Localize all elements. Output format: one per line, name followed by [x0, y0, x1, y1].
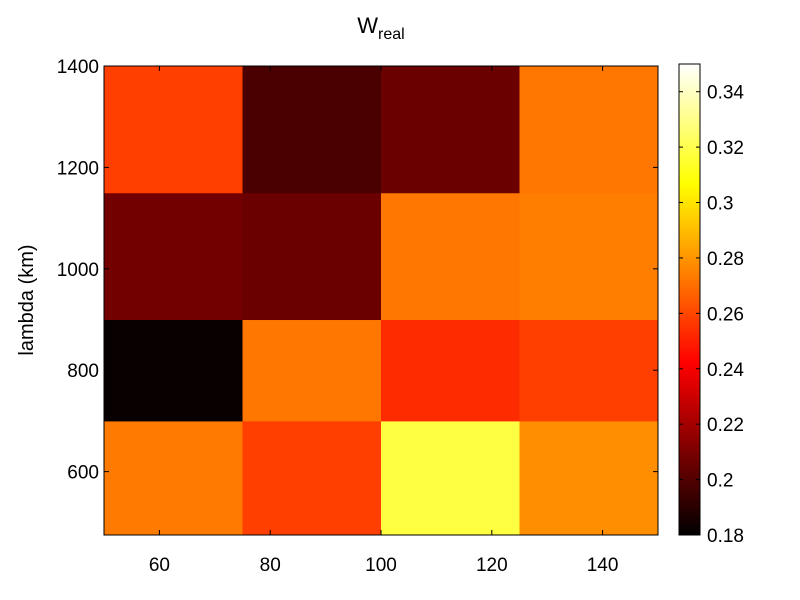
colorbar-tick-label: 0.3 [707, 194, 733, 215]
y-axis-ticks: 600 800 1000 1200 1400 [57, 57, 658, 484]
heatmap-cell-r2-c2 [381, 192, 520, 321]
colorbar-tick-label: 0.22 [707, 415, 744, 436]
colorbar-tick-label: 0.28 [707, 249, 744, 270]
chart-title-subscript: real [378, 26, 405, 43]
x-tick-label: 60 [149, 555, 170, 576]
x-tick-label: 140 [587, 555, 619, 576]
colorbar-tick-label: 0.26 [707, 304, 744, 325]
heatmap-cell-r1-c2 [381, 319, 520, 422]
colorbar-tick-label: 0.32 [707, 138, 744, 159]
heatmap-cell-r3-c3 [519, 66, 659, 194]
colorbar-ticks: 0.18 0.2 0.22 0.24 0.26 0.28 0.3 0.32 0.34 [679, 83, 744, 547]
y-tick-label: 800 [67, 361, 99, 382]
colorbar-tick-label: 0.24 [707, 360, 744, 381]
y-axis-label: lambda (km) [16, 244, 38, 355]
x-axis-ticks: 60 80 100 120 140 [149, 66, 619, 576]
colorbar-tick-label: 0.18 [707, 526, 744, 547]
colorbar-tick-label: 0.34 [707, 83, 744, 104]
heatmap-cell-r2-c1 [242, 192, 382, 321]
heatmap-cell-r1-c1 [242, 319, 382, 422]
chart-title-main: W [357, 13, 378, 38]
colorbar-tick-label: 0.2 [707, 471, 733, 492]
y-tick-label: 1200 [57, 158, 99, 179]
heatmap-cell-r1-c0 [104, 319, 243, 422]
heatmap-cell-r0-c1 [242, 420, 382, 536]
y-tick-label: 1000 [57, 260, 99, 281]
heatmap-cell-r3-c2 [381, 66, 520, 194]
heatmap-cell-r0-c3 [519, 420, 659, 536]
heatmap-cell-r2-c0 [104, 192, 243, 321]
heatmap-cells [104, 66, 659, 536]
heatmap-cell-r0-c0 [104, 420, 243, 536]
heatmap-cell-r3-c1 [242, 66, 382, 194]
heatmap-cell-r0-c2 [381, 420, 520, 536]
y-tick-label: 600 [67, 463, 99, 484]
heatmap-cell-r1-c3 [519, 319, 659, 422]
heatmap-cell-r2-c3 [519, 192, 659, 321]
x-tick-label: 120 [476, 555, 508, 576]
heatmap-cell-r3-c0 [104, 66, 243, 194]
colorbar [678, 63, 701, 536]
y-tick-label: 1400 [57, 57, 99, 78]
x-tick-label: 100 [365, 555, 397, 576]
chart-title: Wreal [357, 13, 404, 43]
x-tick-label: 80 [260, 555, 281, 576]
